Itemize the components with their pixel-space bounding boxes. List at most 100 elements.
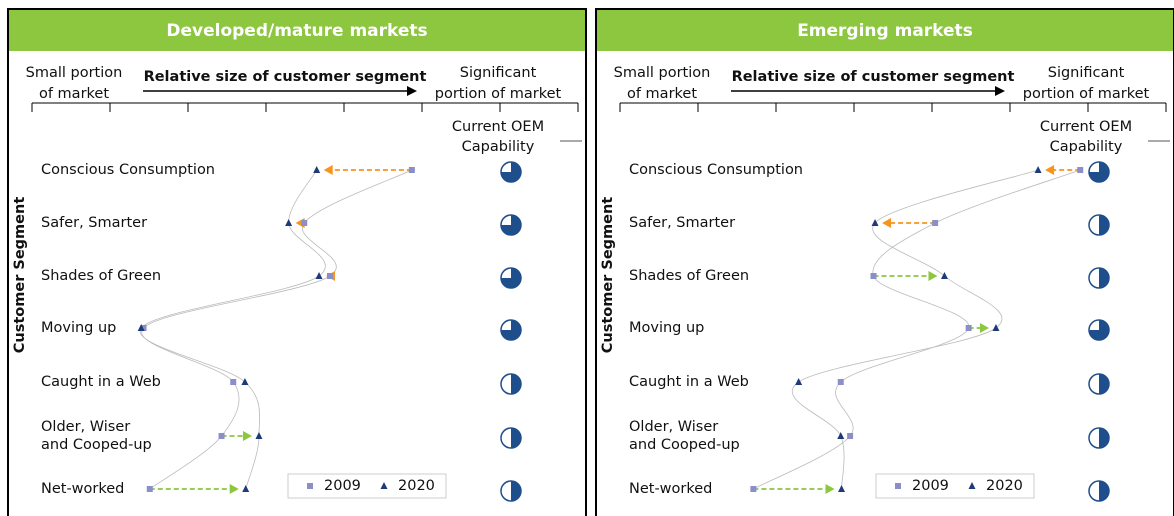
- segment-label: Safer, Smarter: [629, 215, 735, 231]
- harvey-ball-fill: [511, 374, 521, 394]
- capability-label: Current OEM: [1040, 119, 1132, 135]
- x-right-label: Significant: [1048, 65, 1125, 81]
- panel-header: [597, 10, 1173, 51]
- segment-label: Net-worked: [629, 481, 712, 497]
- x-label: Relative size of customer segment: [144, 69, 427, 85]
- point: [146, 486, 153, 492]
- point: [837, 432, 845, 439]
- axis-arrowhead: [407, 86, 417, 96]
- legend-box: [875, 473, 1035, 499]
- segment-label: and Cooped-up: [629, 437, 740, 453]
- segment-label: Caught in a Web: [629, 374, 749, 390]
- segment-label: Older, Wiser: [41, 419, 130, 435]
- point: [242, 485, 250, 492]
- harvey-ball-fill: [501, 268, 521, 288]
- capability-label: Current OEM: [452, 119, 544, 135]
- axis-arrowhead: [995, 86, 1005, 96]
- point: [847, 433, 854, 439]
- point: [837, 379, 844, 385]
- trend-curve: [753, 169, 1081, 490]
- harvey-ball-fill: [1099, 481, 1109, 501]
- point: [1034, 166, 1042, 173]
- point: [992, 324, 1000, 331]
- point: [965, 325, 972, 331]
- x-left-label: of market: [627, 86, 697, 102]
- segment-label: Shades of Green: [629, 268, 749, 284]
- point: [838, 485, 846, 492]
- segment-label: Moving up: [41, 320, 116, 336]
- capability-label: Capability: [462, 139, 535, 155]
- segment-label: Net-worked: [41, 481, 124, 497]
- change-arrowhead: [882, 218, 892, 228]
- x-label: Relative size of customer segment: [732, 69, 1015, 85]
- legend-marker: [895, 483, 901, 489]
- harvey-ball-fill: [1099, 428, 1109, 448]
- change-arrowhead: [825, 484, 835, 494]
- legend-label: 2020: [398, 478, 435, 494]
- point: [285, 219, 293, 226]
- point: [218, 433, 225, 439]
- panel-border: [7, 8, 587, 516]
- change-arrowhead: [323, 165, 333, 175]
- change-arrowhead: [229, 484, 239, 494]
- point: [795, 378, 803, 385]
- trend-curve: [791, 169, 1039, 490]
- panel-border: [595, 8, 1174, 516]
- point: [408, 167, 415, 173]
- legend-marker: [307, 483, 313, 489]
- panel-title: Developed/mature markets: [166, 21, 427, 41]
- x-right-label: portion of market: [435, 86, 562, 102]
- trend-curve: [141, 169, 413, 490]
- segment-label: Caught in a Web: [41, 374, 161, 390]
- segment-label: Moving up: [629, 320, 704, 336]
- legend-marker: [968, 482, 976, 489]
- legend-marker: [380, 482, 388, 489]
- change-arrowhead: [928, 271, 938, 281]
- segment-label: Conscious Consumption: [41, 162, 215, 178]
- point: [301, 220, 308, 226]
- point: [255, 432, 263, 439]
- panel-title: Emerging markets: [797, 21, 973, 41]
- harvey-ball-fill: [501, 162, 521, 182]
- x-left-label: Small portion: [614, 65, 711, 81]
- x-left-label: of market: [39, 86, 109, 102]
- harvey-ball-fill: [501, 215, 521, 235]
- legend-label: 2009: [324, 478, 361, 494]
- legend-label: 2020: [986, 478, 1023, 494]
- harvey-ball-fill: [1099, 374, 1109, 394]
- harvey-ball-fill: [501, 320, 521, 340]
- segment-label: Conscious Consumption: [629, 162, 803, 178]
- panel-header: [9, 10, 585, 51]
- harvey-ball-fill: [1099, 215, 1109, 235]
- harvey-ball-fill: [1099, 268, 1109, 288]
- segment-label: Older, Wiser: [629, 419, 718, 435]
- point: [1077, 167, 1084, 173]
- x-right-label: portion of market: [1023, 86, 1150, 102]
- x-left-label: Small portion: [26, 65, 123, 81]
- segment-label: Shades of Green: [41, 268, 161, 284]
- change-arrowhead: [1045, 165, 1055, 175]
- capability-label: Capability: [1050, 139, 1123, 155]
- point: [230, 379, 237, 385]
- point: [137, 324, 145, 331]
- trend-curve: [139, 169, 326, 490]
- change-arrowhead: [979, 323, 989, 333]
- y-label: Customer Segment: [600, 197, 616, 354]
- point: [326, 273, 333, 279]
- harvey-ball-fill: [511, 481, 521, 501]
- harvey-ball-fill: [1089, 320, 1109, 340]
- point: [140, 325, 147, 331]
- point: [315, 272, 323, 279]
- point: [871, 219, 879, 226]
- change-arrowhead: [242, 431, 252, 441]
- point: [940, 272, 948, 279]
- legend-box: [287, 473, 447, 499]
- x-right-label: Significant: [460, 65, 537, 81]
- segment-label: Safer, Smarter: [41, 215, 147, 231]
- point: [932, 220, 939, 226]
- harvey-ball-fill: [511, 428, 521, 448]
- point: [750, 486, 757, 492]
- segment-label: and Cooped-up: [41, 437, 152, 453]
